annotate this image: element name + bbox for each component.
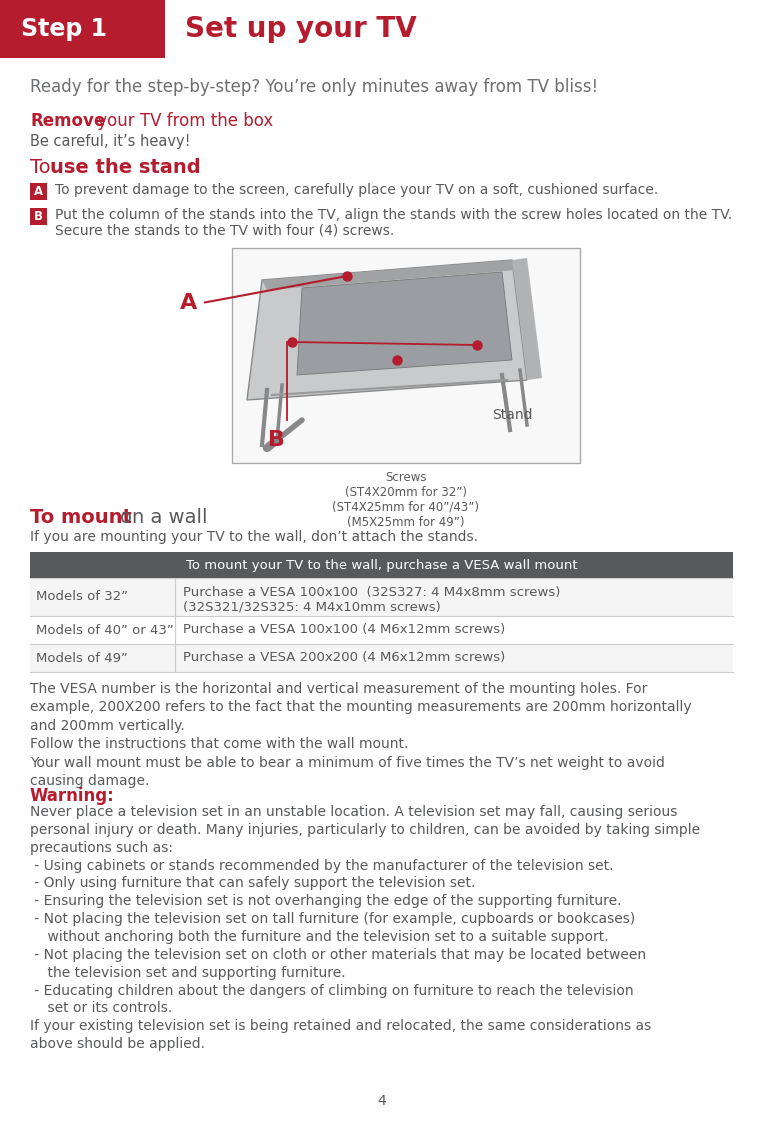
Text: To: To — [30, 158, 57, 177]
Text: Never place a television set in an unstable location. A television set may fall,: Never place a television set in an unsta… — [30, 805, 700, 1051]
Text: Warning:: Warning: — [30, 787, 114, 805]
Bar — [10, 4, 118, 53]
Text: (32S321/32S325: 4 M4x10mm screws): (32S321/32S325: 4 M4x10mm screws) — [183, 600, 441, 613]
Text: If you are mounting your TV to the wall, don’t attach the stands.: If you are mounting your TV to the wall,… — [30, 530, 478, 544]
Text: Screws
(ST4X20mm for 32”)
(ST4X25mm for 40”/43”)
(M5X25mm for 49”): Screws (ST4X20mm for 32”) (ST4X25mm for … — [333, 471, 479, 529]
Text: 4: 4 — [377, 1094, 386, 1108]
Polygon shape — [247, 260, 527, 400]
Text: Put the column of the stands into the TV, align the stands with the screw holes : Put the column of the stands into the TV… — [55, 209, 732, 222]
Text: To mount your TV to the wall, purchase a VESA wall mount: To mount your TV to the wall, purchase a… — [185, 558, 578, 572]
Bar — [30, 552, 733, 578]
Text: B: B — [269, 430, 285, 450]
Text: Ready for the step-by-step? You’re only minutes away from TV bliss!: Ready for the step-by-step? You’re only … — [30, 78, 598, 96]
Bar — [30, 617, 733, 643]
Text: The VESA number is the horizontal and vertical measurement of the mounting holes: The VESA number is the horizontal and ve… — [30, 682, 691, 788]
Text: Models of 40” or 43”: Models of 40” or 43” — [36, 623, 174, 637]
Polygon shape — [297, 272, 512, 376]
Text: Secure the stands to the TV with four (4) screws.: Secure the stands to the TV with four (4… — [55, 224, 394, 238]
Text: Purchase a VESA 200x200 (4 M6x12mm screws): Purchase a VESA 200x200 (4 M6x12mm screw… — [183, 651, 505, 665]
Text: Stand: Stand — [492, 408, 533, 421]
Polygon shape — [262, 260, 517, 290]
Text: Step 1: Step 1 — [21, 17, 107, 41]
Text: Models of 49”: Models of 49” — [36, 651, 128, 665]
Bar — [0, 0, 165, 58]
Bar — [30, 578, 733, 617]
Text: Models of 32”: Models of 32” — [36, 591, 128, 603]
Bar — [30, 643, 733, 671]
Text: A: A — [34, 185, 43, 198]
Text: Remove: Remove — [30, 112, 105, 130]
Text: Purchase a VESA 100x100  (32S327: 4 M4x8mm screws): Purchase a VESA 100x100 (32S327: 4 M4x8m… — [183, 586, 560, 599]
Bar — [30, 183, 47, 200]
Text: B: B — [34, 210, 43, 223]
Bar — [232, 248, 580, 463]
Text: your TV from the box: your TV from the box — [92, 112, 273, 130]
Bar — [30, 209, 47, 225]
Text: To mount: To mount — [30, 508, 132, 527]
Text: Set up your TV: Set up your TV — [185, 15, 417, 43]
Text: Be careful, it’s heavy!: Be careful, it’s heavy! — [30, 135, 191, 149]
Polygon shape — [512, 258, 542, 380]
Text: use the stand: use the stand — [50, 158, 201, 177]
Text: A: A — [180, 293, 198, 313]
Text: Purchase a VESA 100x100 (4 M6x12mm screws): Purchase a VESA 100x100 (4 M6x12mm screw… — [183, 623, 505, 637]
Text: on a wall: on a wall — [120, 508, 208, 527]
Text: To prevent damage to the screen, carefully place your TV on a soft, cushioned su: To prevent damage to the screen, careful… — [55, 183, 658, 197]
